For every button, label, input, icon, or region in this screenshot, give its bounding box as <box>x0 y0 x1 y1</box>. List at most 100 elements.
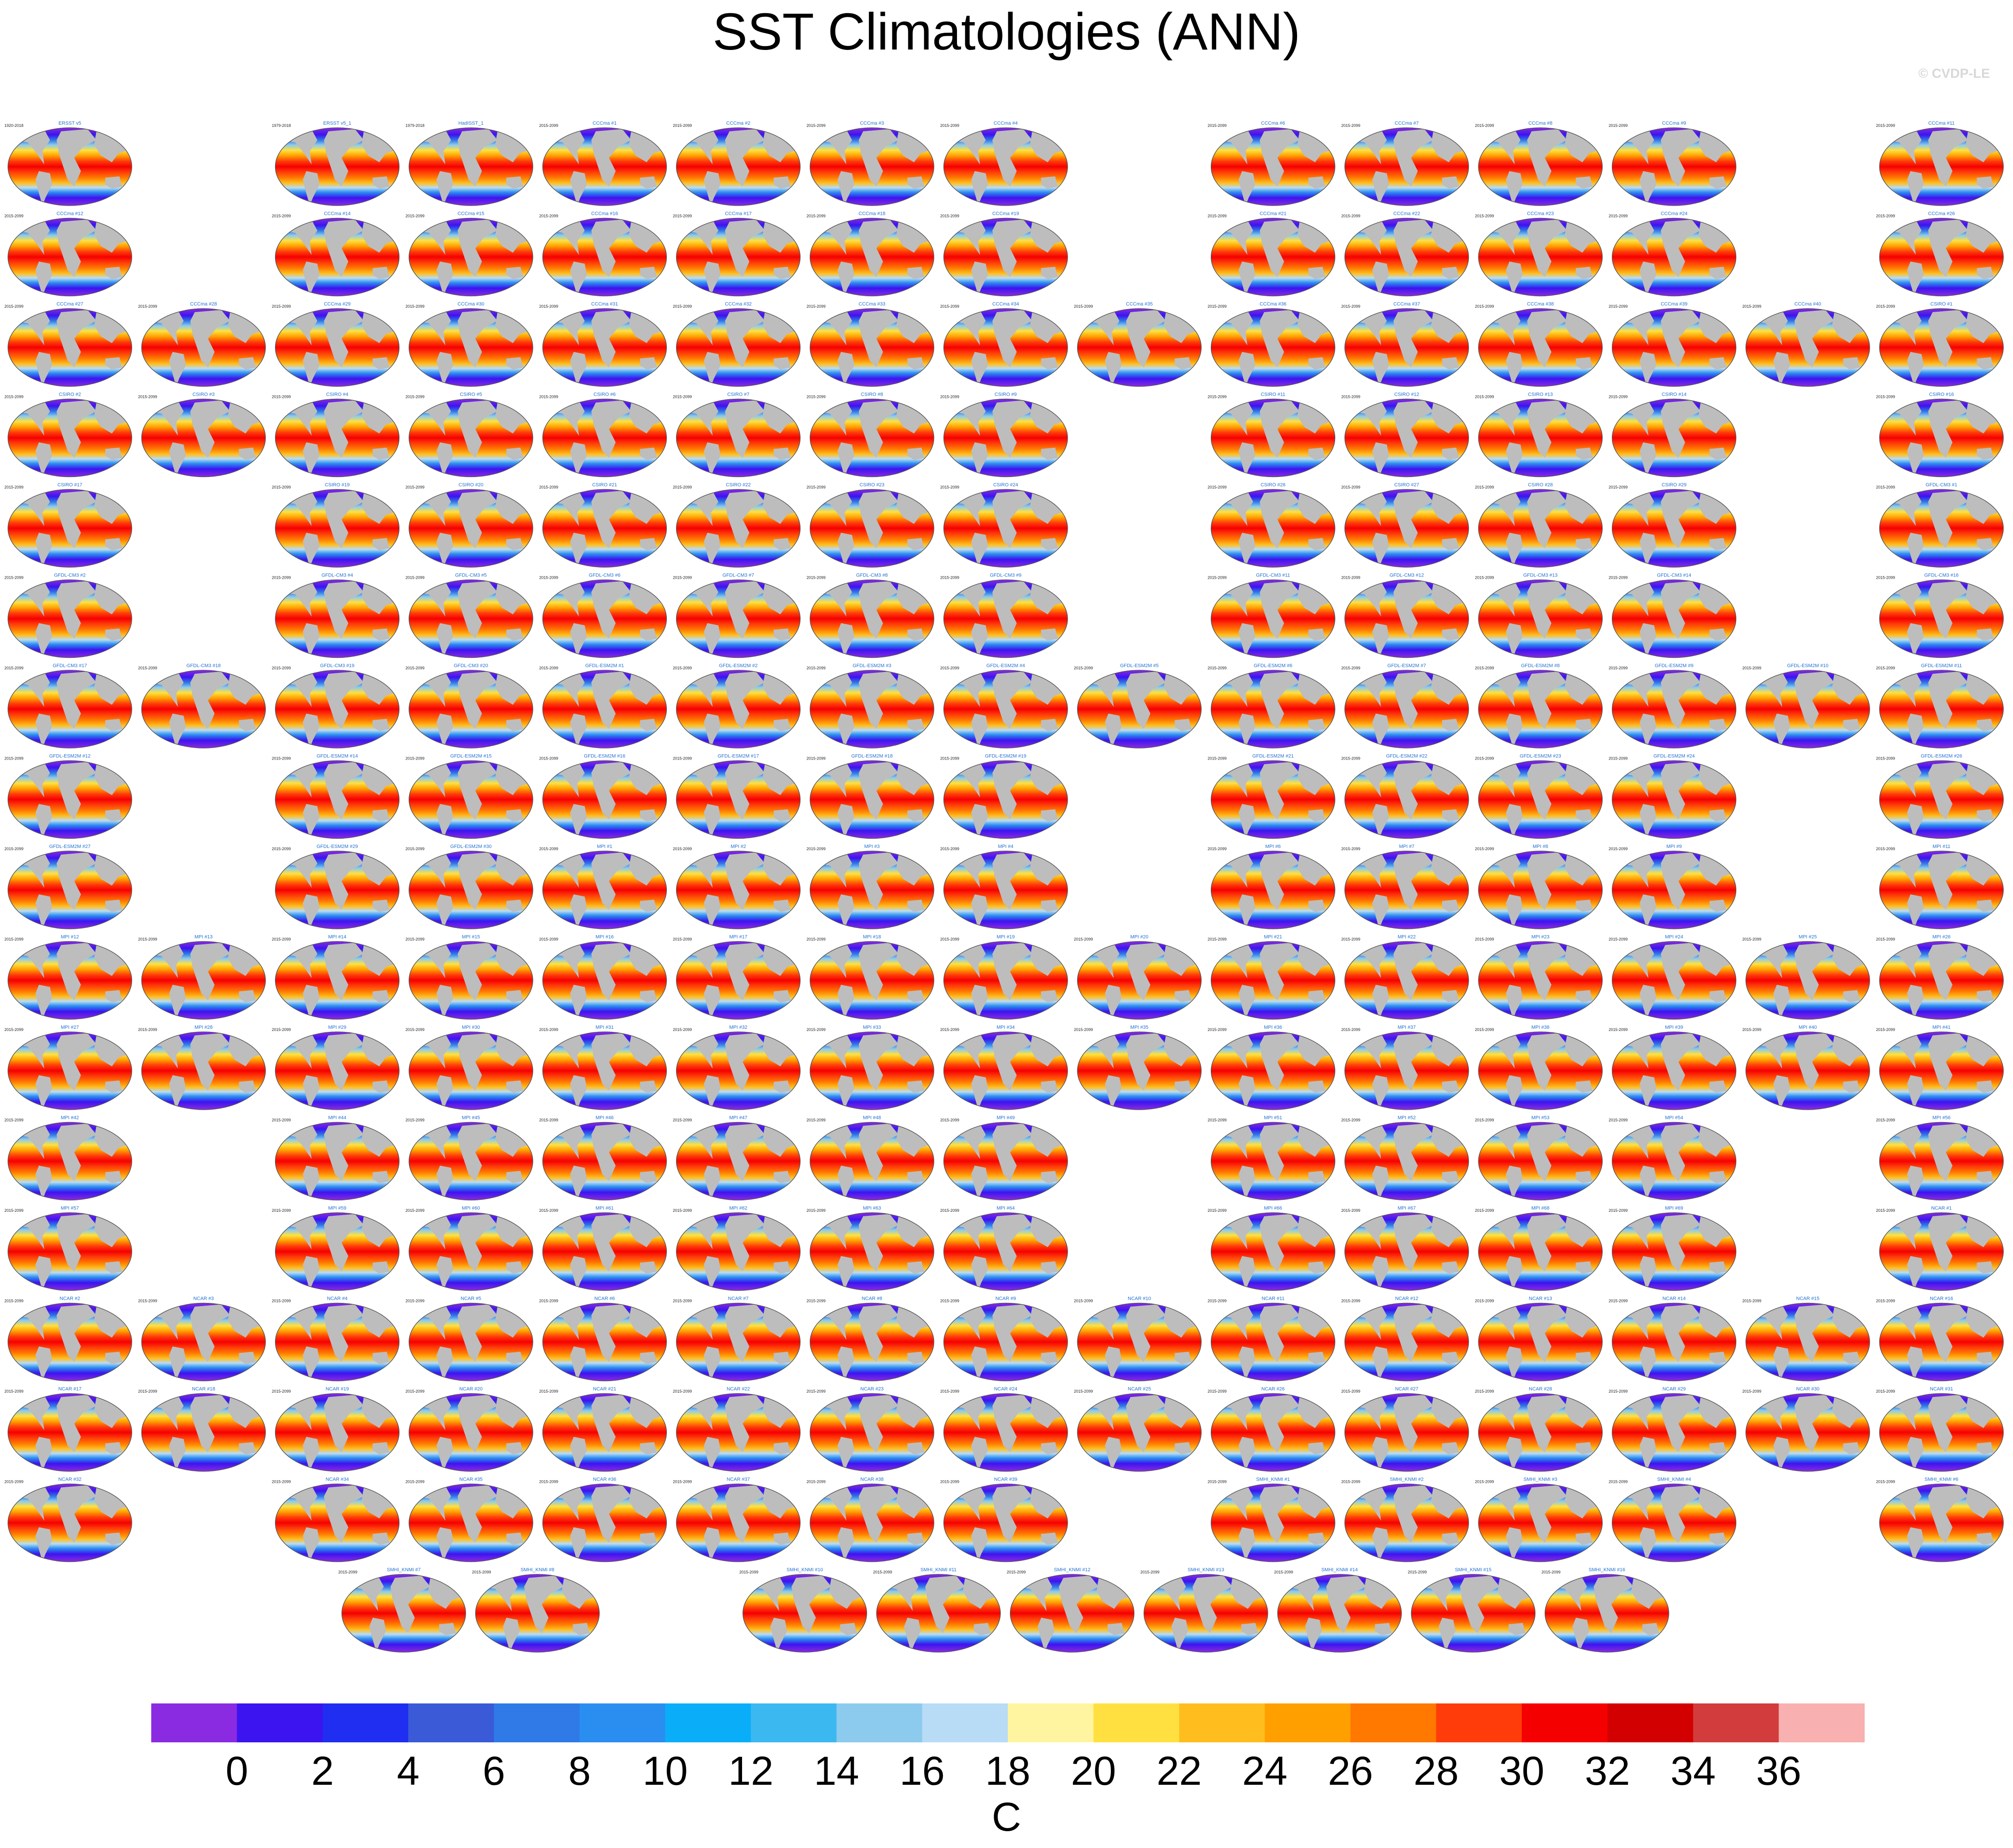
panel-title: GFDL-ESM2M #10 <box>1787 663 1829 668</box>
panel-years: 2015-2099 <box>940 756 959 761</box>
panel-years: 2015-2099 <box>1274 1570 1293 1574</box>
map-panel: GFDL-CM3 #17 2015-2099 <box>4 663 132 748</box>
panel-years: 2015-2099 <box>1074 1299 1093 1303</box>
panel-title: GFDL-CM3 #12 <box>1389 573 1424 578</box>
panel-title: MPI #20 <box>1130 935 1148 940</box>
panel-years: 2015-2099 <box>539 937 558 942</box>
panel-years: 2015-2099 <box>406 1389 425 1394</box>
panel-title: NCAR #9 <box>995 1296 1016 1302</box>
map-panel: CCCma #33 2015-2099 <box>807 302 934 387</box>
panel-title: CCCma #16 <box>591 211 618 217</box>
panel-title: NCAR #32 <box>58 1477 82 1482</box>
panel-years: 2015-2099 <box>673 666 692 670</box>
map-panel: NCAR #10 2015-2099 <box>1074 1296 1202 1382</box>
panel-title: MPI #64 <box>997 1206 1015 1211</box>
panel-title: GFDL-CM3 #18 <box>186 663 221 668</box>
panel-years: 2015-2099 <box>673 485 692 489</box>
panel-title: MPI #59 <box>328 1206 346 1211</box>
map-panel: CSIRO #21 2015-2099 <box>539 482 667 568</box>
panel-years: 2015-2099 <box>1475 666 1494 670</box>
map-panel: NCAR #22 2015-2099 <box>673 1386 801 1472</box>
panel-years: 2015-2099 <box>1341 395 1360 399</box>
panel-years: 2015-2099 <box>539 1480 558 1484</box>
panel-years: 2015-2099 <box>807 214 826 218</box>
panel-title: GFDL-CM3 #8 <box>856 573 888 578</box>
map-panel: GFDL-ESM2M #23 2015-2099 <box>1475 754 1603 839</box>
panel-years: 2015-2099 <box>1341 214 1360 218</box>
panel-years: 2015-2099 <box>539 214 558 218</box>
panel-years: 1979-2018 <box>272 123 291 128</box>
map-panel: NCAR #37 2015-2099 <box>673 1477 801 1562</box>
map-panel: CSIRO #19 2015-2099 <box>272 482 400 568</box>
panel-years: 2015-2099 <box>1876 1299 1895 1303</box>
map-panel: GFDL-CM3 #1 2015-2099 <box>1876 482 2004 568</box>
map-panel: GFDL-CM3 #2 2015-2099 <box>4 573 132 658</box>
panel-title: CSIRO #23 <box>860 482 884 488</box>
panel-title: CSIRO #19 <box>325 482 349 488</box>
panel-years: 2015-2099 <box>539 1118 558 1123</box>
panel-title: CCCma #3 <box>860 121 884 126</box>
panel-years: 2015-2099 <box>1876 1027 1895 1032</box>
map-panel: GFDL-ESM2M #22 2015-2099 <box>1341 754 1469 839</box>
panel-title: GFDL-CM3 #9 <box>990 573 1022 578</box>
panel-title: GFDL-CM3 #13 <box>1523 573 1558 578</box>
panel-years: 2015-2099 <box>673 1299 692 1303</box>
panel-title: MPI #15 <box>462 935 480 940</box>
map-panel: GFDL-ESM2M #3 2015-2099 <box>807 663 934 748</box>
map-panel: GFDL-ESM2M #1 2015-2099 <box>539 663 667 748</box>
map-panel: CCCma #2 2015-2099 <box>673 121 801 206</box>
panel-title: CCCma #7 <box>1395 121 1419 126</box>
colorbar-tick-label: 16 <box>899 1749 945 1794</box>
panel-years: 2015-2099 <box>940 937 959 942</box>
panel-years: 2015-2099 <box>1742 1027 1761 1032</box>
panel-years: 2015-2099 <box>1609 214 1628 218</box>
map-panel: NCAR #8 2015-2099 <box>807 1296 934 1382</box>
panel-title: NCAR #26 <box>1261 1386 1285 1392</box>
panel-years: 2015-2099 <box>807 1389 826 1394</box>
map-panel: SMHI_KNMI #3 2015-2099 <box>1475 1477 1603 1562</box>
panel-years: 2015-2099 <box>1475 395 1494 399</box>
panel-title: CCCma #33 <box>859 302 886 307</box>
colorbar-swatch <box>322 1703 409 1742</box>
map-panel: MPI #41 2015-2099 <box>1876 1025 2004 1110</box>
panel-title: MPI #52 <box>1398 1115 1416 1121</box>
map-panel: GFDL-ESM2M #10 2015-2099 <box>1742 663 1870 748</box>
panel-years: 2015-2099 <box>1475 214 1494 218</box>
map-panel: CCCma #8 2015-2099 <box>1475 121 1603 206</box>
panel-title: MPI #36 <box>1264 1025 1282 1030</box>
map-panel: CSIRO #4 2015-2099 <box>272 392 400 477</box>
map-panel: SMHI_KNMI #10 2015-2099 <box>739 1567 867 1653</box>
panel-years: 2015-2099 <box>1341 756 1360 761</box>
map-panel: SMHI_KNMI #1 2015-2099 <box>1208 1477 1336 1562</box>
panel-title: CCCma #35 <box>1126 302 1153 307</box>
panel-years: 2015-2099 <box>1208 395 1227 399</box>
panel-years: 2015-2099 <box>4 1118 23 1123</box>
panel-years: 2015-2099 <box>4 214 23 218</box>
panel-title: CCCma #27 <box>57 302 84 307</box>
map-panel: MPI #56 2015-2099 <box>1876 1115 2004 1201</box>
colorbar-swatch <box>922 1703 1008 1742</box>
panel-years: 2015-2099 <box>1876 1389 1895 1394</box>
panel-title: NCAR #4 <box>327 1296 347 1302</box>
panel-title: GFDL-CM3 #20 <box>454 663 488 668</box>
panel-years: 2015-2099 <box>1208 1118 1227 1123</box>
colorbar-tick-label: 32 <box>1585 1749 1630 1794</box>
map-panel: GFDL-ESM2M #30 2015-2099 <box>406 844 533 929</box>
map-panel: NCAR #35 2015-2099 <box>406 1477 533 1562</box>
panel-title: GFDL-ESM2M #23 <box>1520 754 1561 759</box>
panel-years: 2015-2099 <box>406 304 425 309</box>
map-panel: MPI #40 2015-2099 <box>1742 1025 1870 1110</box>
panel-title: CCCma #9 <box>1662 121 1686 126</box>
map-panel: MPI #38 2015-2099 <box>1475 1025 1603 1110</box>
panel-title: GFDL-ESM2M #21 <box>1252 754 1294 759</box>
panel-years: 2015-2099 <box>940 304 959 309</box>
map-panel: NCAR #6 2015-2099 <box>539 1296 667 1382</box>
panel-title: NCAR #39 <box>994 1477 1018 1482</box>
panel-years: 2015-2099 <box>807 937 826 942</box>
map-panel: CSIRO #28 2015-2099 <box>1475 482 1603 568</box>
map-panel: GFDL-ESM2M #11 2015-2099 <box>1876 663 2004 748</box>
map-panel: CCCma #18 2015-2099 <box>807 211 934 297</box>
panel-years: 2015-2099 <box>138 1389 157 1394</box>
panel-title: GFDL-ESM2M #18 <box>851 754 893 759</box>
